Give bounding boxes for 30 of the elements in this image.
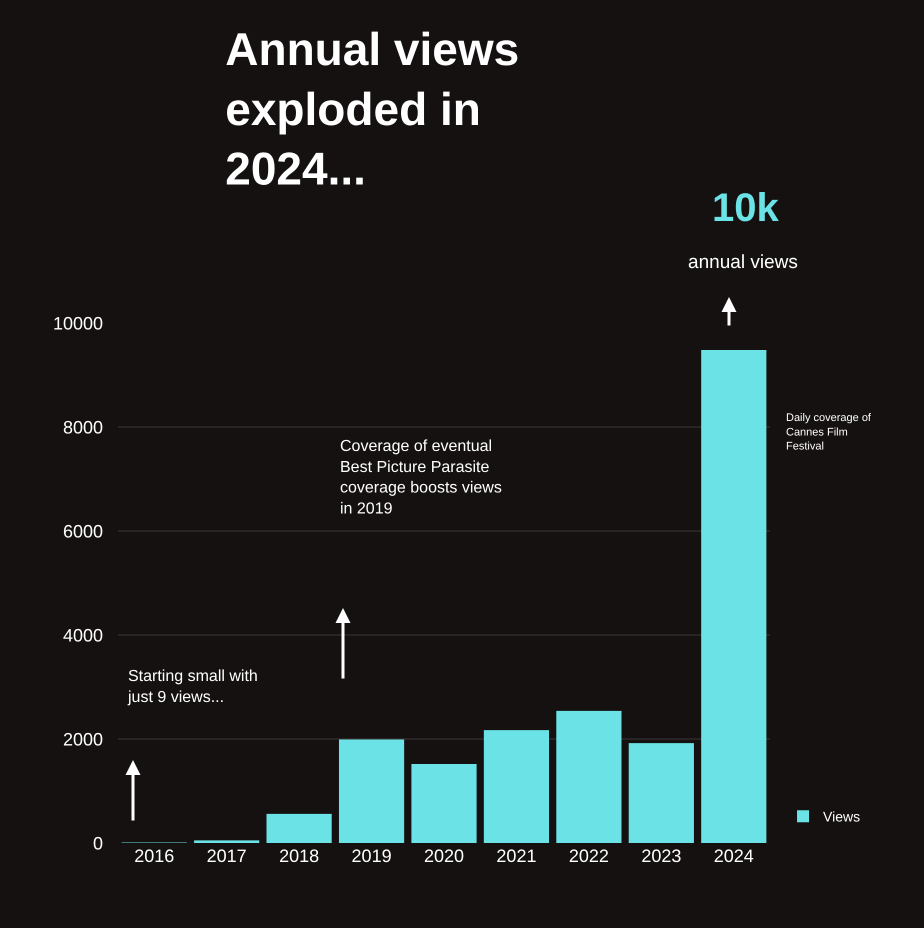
- bar: [701, 350, 766, 843]
- bar: [628, 743, 694, 843]
- x-tick-label: 2020: [424, 846, 464, 866]
- bar: [411, 764, 477, 843]
- text: annual views: [688, 252, 798, 273]
- y-tick-label: 10000: [52, 313, 103, 334]
- x-tick-label: 2023: [641, 846, 682, 866]
- y-tick-label: 4000: [62, 625, 103, 646]
- y-tick-label: 8000: [62, 417, 103, 438]
- chart-title: Annual views exploded in 2024...: [225, 22, 520, 195]
- bar: [194, 840, 260, 843]
- x-tick-label: 2016: [134, 846, 174, 866]
- x-tick-label: 2024: [714, 846, 754, 866]
- x-tick-label: 2022: [568, 846, 609, 866]
- x-tick-label: 2017: [206, 846, 247, 866]
- x-tick-label: 2021: [496, 846, 536, 866]
- y-tick-label: 2000: [62, 729, 103, 750]
- y-tick-label: 0: [92, 833, 103, 854]
- text: 10k: [712, 186, 780, 230]
- annotation: Starting small with just 9 views...: [127, 668, 258, 706]
- bar: [556, 710, 622, 843]
- x-tick-label: 2018: [279, 846, 320, 866]
- bar: [484, 730, 550, 843]
- legend-label: Views: [823, 808, 860, 825]
- bar: [338, 740, 404, 843]
- x-tick-label: 2019: [352, 846, 392, 866]
- y-tick-label: 6000: [62, 521, 103, 542]
- bar: [266, 814, 332, 843]
- text: Daily coverage of Cannes Film Festival: [786, 412, 872, 453]
- annotation: Coverage of eventual Best Picture Parasite coverage boosts views in 2019: [340, 438, 502, 518]
